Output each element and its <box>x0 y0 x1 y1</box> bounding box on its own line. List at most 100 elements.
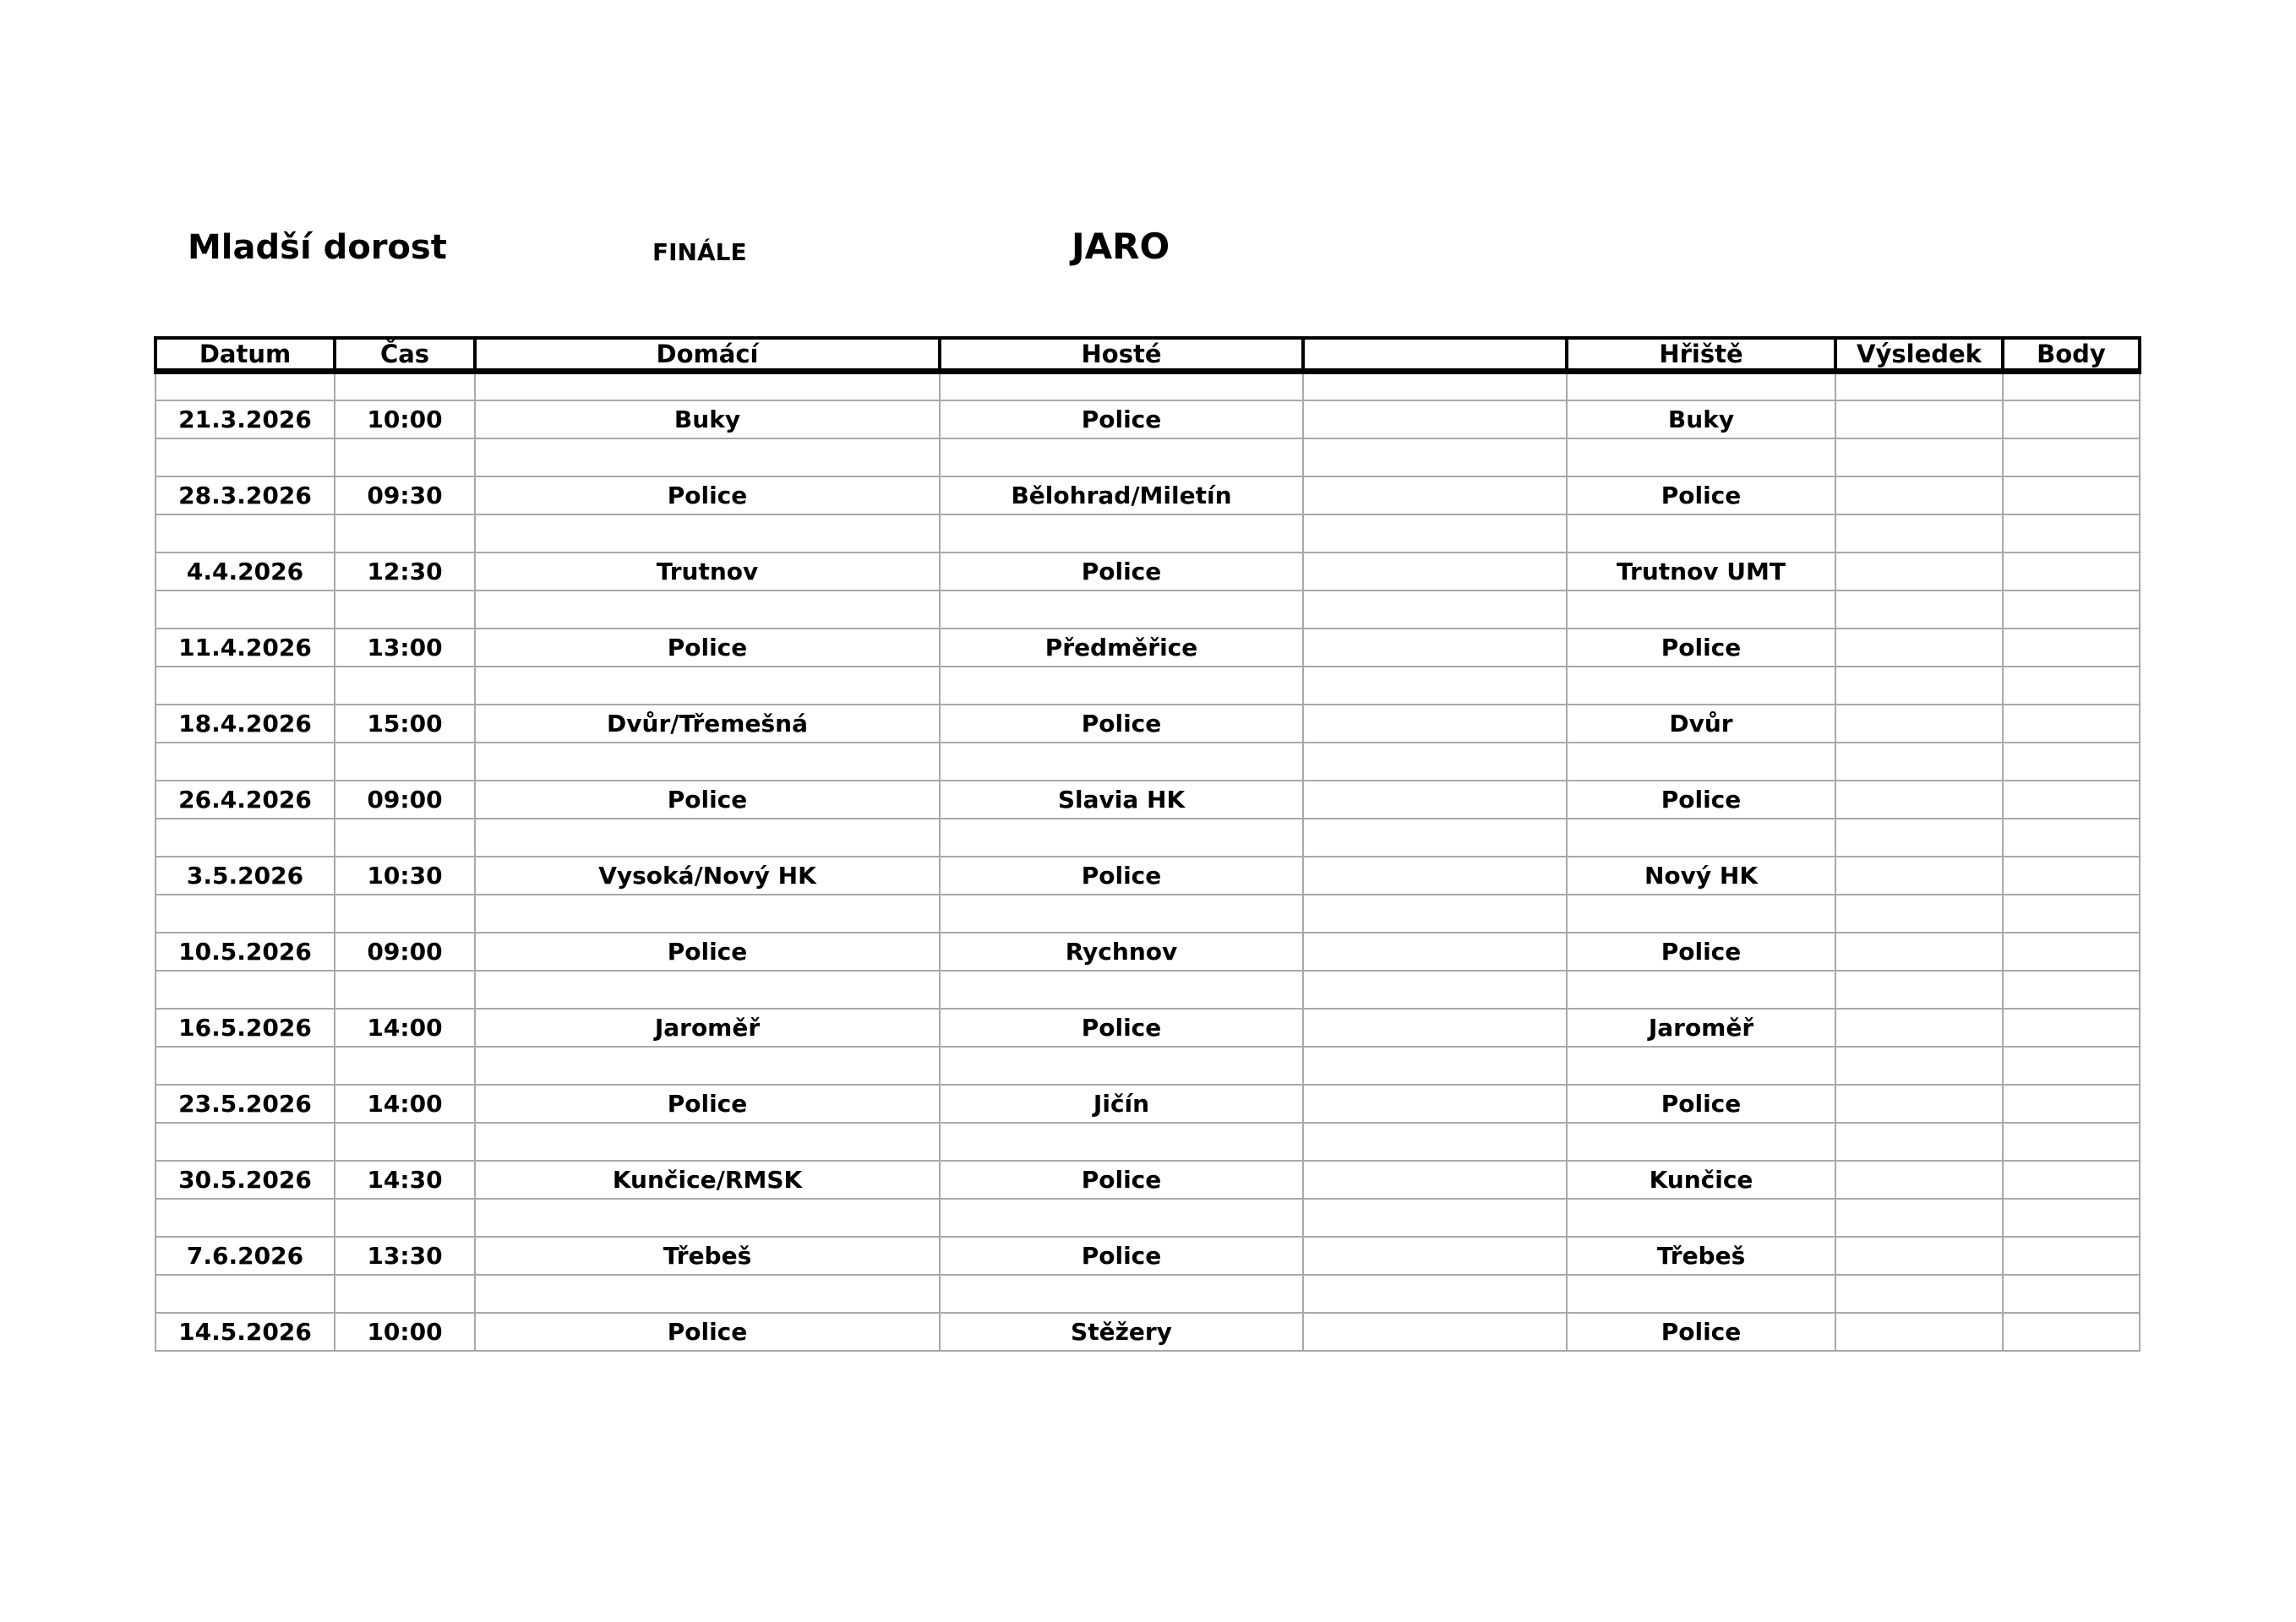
cell-empty <box>2002 1122 2141 1162</box>
cell-vysledek <box>1835 856 2004 895</box>
cell-hriste: Jaroměř <box>1566 1008 1836 1048</box>
cell-empty <box>474 666 941 705</box>
match-row: 7.6.2026 13:30 Třebeš Police Třebeš <box>155 1236 2141 1276</box>
cell-domaci: Kunčice/RMSK <box>474 1160 941 1200</box>
cell-hriste: Buky <box>1566 400 1836 439</box>
match-row: 28.3.2026 09:30 Police Bělohrad/Miletín Poli… <box>155 476 2141 515</box>
cell-empty <box>334 970 476 1010</box>
cell-blank <box>1302 400 1568 439</box>
cell-empty <box>1835 1198 2004 1238</box>
cell-empty <box>155 514 335 553</box>
cell-hoste: Bělohrad/Miletín <box>939 476 1304 515</box>
match-row: 16.5.2026 14:00 Jaroměř Police Jaroměř <box>155 1008 2141 1048</box>
cell-empty <box>1835 970 2004 1010</box>
cell-domaci: Police <box>474 628 941 667</box>
cell-body <box>2002 932 2141 972</box>
cell-blank <box>1302 1160 1568 1200</box>
cell-vysledek <box>1835 400 2004 439</box>
cell-hriste: Nový HK <box>1566 856 1836 895</box>
cell-datum: 21.3.2026 <box>155 400 335 439</box>
cell-empty <box>1566 970 1836 1010</box>
cell-empty <box>1566 894 1836 933</box>
spacer-row <box>155 1274 2141 1314</box>
cell-cas: 14:30 <box>334 1160 476 1200</box>
cell-hriste: Kunčice <box>1566 1160 1836 1200</box>
cell-empty <box>474 370 941 401</box>
cell-hoste: Předměřice <box>939 628 1304 667</box>
cell-body <box>2002 400 2141 439</box>
cell-empty <box>939 1122 1304 1162</box>
cell-empty <box>474 1046 941 1086</box>
cell-cas: 10:00 <box>334 1312 476 1352</box>
cell-empty <box>474 1198 941 1238</box>
cell-datum: 4.4.2026 <box>155 552 335 591</box>
cell-cas: 14:00 <box>334 1084 476 1124</box>
cell-empty <box>1835 1046 2004 1086</box>
cell-datum: 26.4.2026 <box>155 780 335 819</box>
cell-empty <box>334 1122 476 1162</box>
cell-domaci: Třebeš <box>474 1236 941 1276</box>
cell-empty <box>1302 1046 1568 1086</box>
cell-datum: 7.6.2026 <box>155 1236 335 1276</box>
cell-body <box>2002 1084 2141 1124</box>
cell-cas: 14:00 <box>334 1008 476 1048</box>
column-header-hriste: Hřiště <box>1565 336 1837 374</box>
cell-cas: 13:00 <box>334 628 476 667</box>
cell-empty <box>334 1274 476 1314</box>
cell-cas: 09:00 <box>334 932 476 972</box>
cell-empty <box>2002 1274 2141 1314</box>
cell-empty <box>2002 370 2141 401</box>
cell-empty <box>474 970 941 1010</box>
page-title: Mladší dorost <box>188 228 447 267</box>
cell-empty <box>1835 666 2004 705</box>
cell-empty <box>1302 894 1568 933</box>
cell-blank <box>1302 1312 1568 1352</box>
cell-domaci: Jaroměř <box>474 1008 941 1048</box>
cell-blank <box>1302 780 1568 819</box>
cell-empty <box>1302 590 1568 629</box>
cell-empty <box>939 1198 1304 1238</box>
cell-empty <box>1566 666 1836 705</box>
cell-blank <box>1302 1084 1568 1124</box>
cell-empty <box>334 1046 476 1086</box>
cell-vysledek <box>1835 704 2004 743</box>
cell-empty <box>1302 438 1568 477</box>
cell-empty <box>939 514 1304 553</box>
cell-empty <box>334 438 476 477</box>
cell-empty <box>474 514 941 553</box>
cell-hriste: Trutnov UMT <box>1566 552 1836 591</box>
header-row: Datum Čas Domácí Hosté Hřiště Výsledek Body <box>154 336 2141 374</box>
cell-hoste: Police <box>939 704 1304 743</box>
cell-empty <box>474 818 941 857</box>
cell-empty <box>155 1122 335 1162</box>
cell-cas: 10:00 <box>334 400 476 439</box>
cell-domaci: Vysoká/Nový HK <box>474 856 941 895</box>
column-header-datum: Datum <box>154 336 336 374</box>
season-label: JARO <box>1072 226 1170 267</box>
cell-vysledek <box>1835 1312 2004 1352</box>
cell-empty <box>334 590 476 629</box>
column-header-body: Body <box>2001 336 2141 374</box>
cell-blank <box>1302 628 1568 667</box>
cell-empty <box>155 894 335 933</box>
cell-vysledek <box>1835 1160 2004 1200</box>
cell-empty <box>1302 1122 1568 1162</box>
cell-body <box>2002 704 2141 743</box>
spacer-row <box>155 894 2141 933</box>
cell-hoste: Police <box>939 1160 1304 1200</box>
match-row: 4.4.2026 12:30 Trutnov Police Trutnov UMT <box>155 552 2141 591</box>
cell-empty <box>2002 666 2141 705</box>
cell-domaci: Police <box>474 780 941 819</box>
cell-hriste: Police <box>1566 1312 1836 1352</box>
cell-blank <box>1302 856 1568 895</box>
cell-datum: 16.5.2026 <box>155 1008 335 1048</box>
column-header-vysledek: Výsledek <box>1834 336 2004 374</box>
cell-body <box>2002 1160 2141 1200</box>
cell-datum: 11.4.2026 <box>155 628 335 667</box>
cell-cas: 13:30 <box>334 1236 476 1276</box>
cell-body <box>2002 1312 2141 1352</box>
cell-empty <box>1302 742 1568 781</box>
cell-domaci: Buky <box>474 400 941 439</box>
cell-empty <box>1566 1046 1836 1086</box>
